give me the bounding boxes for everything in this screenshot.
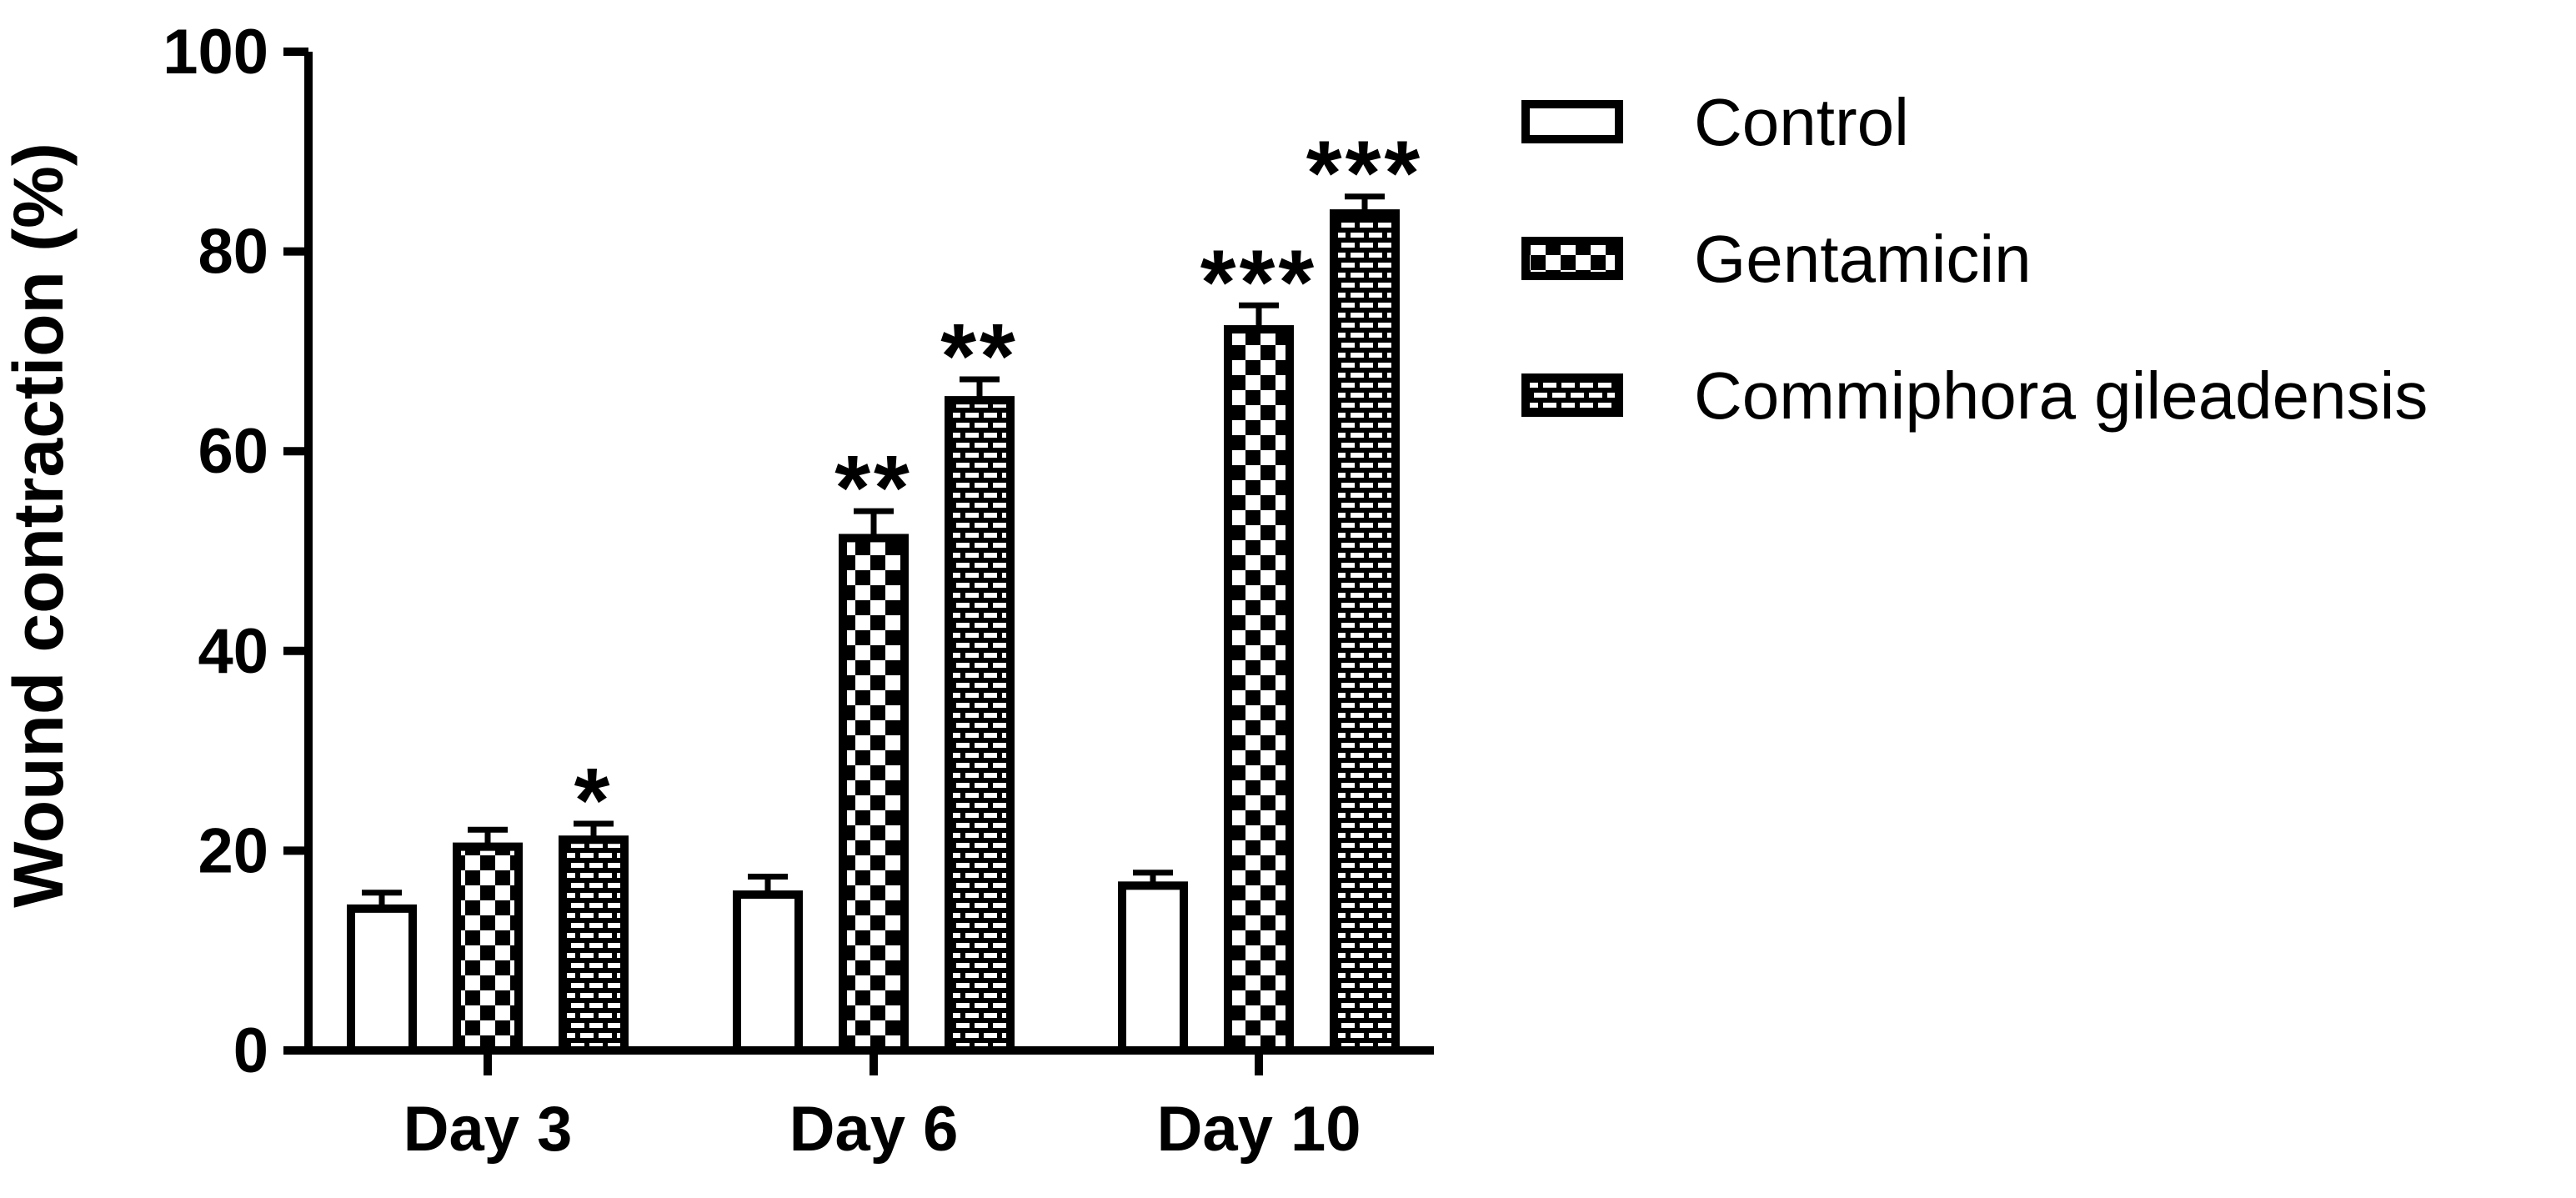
legend-item: Commiphora gileadensis (1521, 358, 2428, 433)
y-tick-label: 0 (233, 1015, 268, 1086)
legend-item: Control (1521, 85, 1909, 159)
y-tick-label: 100 (163, 17, 268, 88)
significance-marker: ** (834, 437, 913, 539)
bar (347, 904, 417, 1055)
bar (839, 534, 909, 1055)
legend-swatch (1521, 373, 1623, 417)
y-axis-label: Wound contraction (%) (0, 143, 78, 908)
y-tick-label: 80 (198, 217, 268, 288)
bar (453, 842, 523, 1055)
significance-marker: *** (1306, 123, 1423, 225)
bars: *********** (347, 123, 1423, 1055)
significance-marker: ** (940, 305, 1019, 408)
bar-group (453, 826, 523, 1055)
y-tick-label: 40 (198, 616, 268, 687)
y-tick-label: 60 (198, 416, 268, 487)
bar (1224, 325, 1294, 1055)
bar (1330, 209, 1400, 1055)
legend-swatch (1521, 237, 1623, 280)
x-tick-label: Day 6 (789, 1094, 959, 1165)
legend-label: Gentamicin (1694, 222, 2032, 296)
bar-group: * (559, 749, 629, 1055)
axes: 0 20 40 60 80 100 Day 3 Day 6 Day 10 (163, 17, 1434, 1165)
bar-group: ** (834, 437, 913, 1055)
x-tick-label: Day 10 (1156, 1094, 1361, 1165)
bar-group: ** (940, 305, 1019, 1055)
bar-group (347, 890, 417, 1055)
significance-marker: *** (1200, 231, 1317, 333)
legend-label: Control (1694, 85, 1909, 159)
bar-group (733, 874, 803, 1055)
bar (945, 396, 1015, 1055)
legend-swatch (1521, 100, 1623, 143)
legend-label: Commiphora gileadensis (1694, 358, 2428, 433)
bar (1118, 881, 1188, 1055)
bar (559, 835, 629, 1055)
legend-item: Gentamicin (1521, 222, 2032, 296)
bar-group (1118, 870, 1188, 1055)
legend: Control Gentamicin Commiphora gileadensis (1521, 85, 2428, 433)
x-tick-label: Day 3 (403, 1094, 573, 1165)
y-tick-label: 20 (198, 815, 268, 886)
bar-group: *** (1200, 231, 1317, 1055)
significance-marker: * (574, 749, 614, 852)
bar-group: *** (1306, 123, 1423, 1055)
bar (733, 890, 803, 1055)
